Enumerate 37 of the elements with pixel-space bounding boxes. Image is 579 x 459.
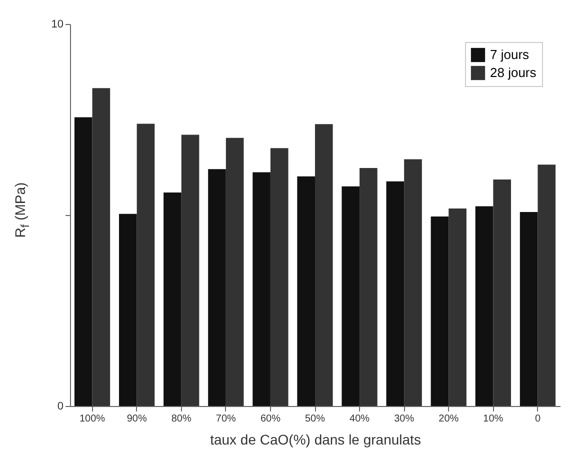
x-tick-label: 90% [126, 414, 147, 424]
bar [538, 164, 556, 406]
bar [226, 138, 244, 406]
bar [386, 181, 404, 406]
legend-label: 28 jours [490, 65, 537, 80]
bar [404, 159, 422, 406]
legend-label: 7 jours [490, 47, 530, 62]
bar [119, 214, 137, 406]
bar [92, 88, 110, 406]
bar [342, 186, 360, 406]
x-tick-label: 60% [260, 414, 281, 424]
bar [181, 134, 200, 406]
bar [315, 124, 333, 406]
bar [136, 124, 155, 406]
bar [297, 176, 315, 406]
bar [493, 179, 511, 406]
x-tick-label: 20% [438, 414, 459, 424]
bar [520, 212, 538, 406]
x-axis-title: taux de CaO(%) dans le granulats [210, 432, 421, 448]
bar [475, 206, 494, 406]
bar [74, 117, 92, 406]
bar [360, 168, 378, 406]
x-tick-label: 10% [483, 414, 504, 424]
x-tick-label: 100% [79, 414, 106, 424]
bar [208, 169, 226, 406]
bar [164, 192, 182, 406]
x-tick-label: 30% [394, 414, 414, 424]
x-tick-label: 80% [171, 414, 192, 424]
x-tick-label: 0 [534, 414, 541, 424]
x-tick-label: 70% [216, 414, 236, 424]
bar [252, 172, 270, 406]
bar [448, 208, 466, 406]
x-tick-label: 40% [350, 414, 370, 424]
y-tick-label: 10 [51, 18, 64, 30]
bar [430, 216, 449, 406]
bar [270, 148, 288, 406]
x-tick-label: 50% [304, 414, 326, 424]
